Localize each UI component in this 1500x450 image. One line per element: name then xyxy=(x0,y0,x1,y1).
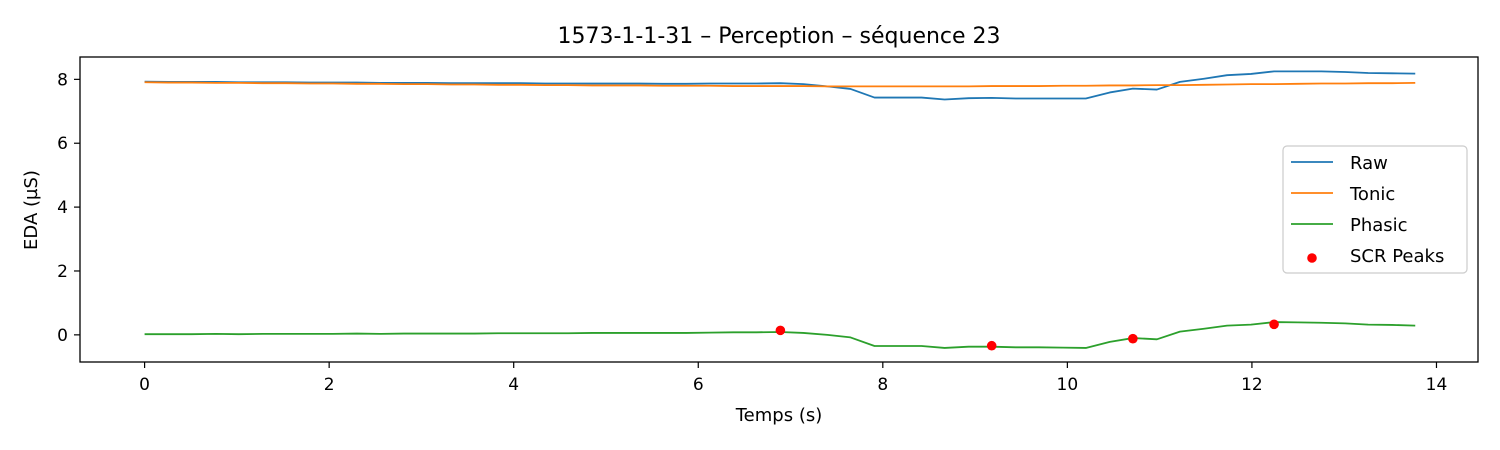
legend-box xyxy=(1282,145,1468,274)
scr-peak-marker xyxy=(1269,319,1279,330)
x-tick-label: 6 xyxy=(693,375,704,395)
y-tick-label: 8 xyxy=(57,70,68,90)
y-tick-label: 0 xyxy=(57,326,68,346)
series-line-raw xyxy=(144,70,1416,101)
legend-marker-scr-peaks xyxy=(1307,253,1317,263)
x-tick-label: 14 xyxy=(1426,375,1448,395)
legend: Raw Tonic Phasic SCR Peaks xyxy=(1282,145,1468,274)
x-axis: 0 2 4 6 8 10 12 14 xyxy=(139,362,1447,395)
chart-title: 1573-1-1-31 – Perception – séquence 23 xyxy=(557,24,1000,49)
plot-markers xyxy=(775,319,1279,351)
legend-label: Tonic xyxy=(1349,184,1395,205)
y-tick-label: 2 xyxy=(57,262,68,282)
y-axis: 0 2 4 6 8 xyxy=(57,70,80,346)
legend-label: Phasic xyxy=(1350,215,1408,236)
y-tick-label: 6 xyxy=(57,134,68,154)
x-tick-label: 10 xyxy=(1057,375,1079,395)
legend-label: SCR Peaks xyxy=(1350,246,1444,267)
y-tick-label: 4 xyxy=(57,198,68,218)
x-tick-label: 2 xyxy=(324,375,335,395)
y-axis-label: EDA (µS) xyxy=(21,170,42,250)
scr-peak-marker xyxy=(986,340,997,351)
x-tick-label: 4 xyxy=(508,375,519,395)
x-tick-label: 8 xyxy=(877,375,888,395)
scr-peak-marker xyxy=(775,325,786,336)
x-tick-label: 12 xyxy=(1241,375,1263,395)
x-axis-label: Temps (s) xyxy=(735,405,823,426)
x-tick-label: 0 xyxy=(139,375,150,395)
legend-label: Raw xyxy=(1350,153,1388,174)
plot-area-frame xyxy=(79,56,1479,363)
series-line-tonic xyxy=(144,81,1416,88)
scr-peak-marker xyxy=(1128,333,1138,344)
